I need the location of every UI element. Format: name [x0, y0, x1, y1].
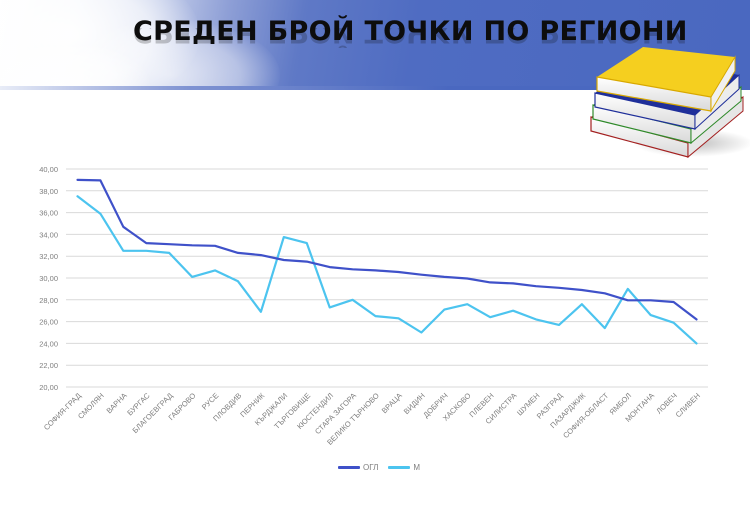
- y-tick-label: 34,00: [39, 230, 58, 239]
- series-line-m: [76, 195, 698, 345]
- banner-edge: [0, 86, 750, 90]
- y-tick-label: 28,00: [39, 296, 58, 305]
- legend-label: М: [413, 463, 421, 472]
- y-tick-label: 40,00: [39, 165, 58, 174]
- legend-item-ogl: ОГЛ: [338, 463, 378, 472]
- stack-of-books-icon: [590, 47, 750, 159]
- line-chart: 20,00 22,00 24,00 26,00 28,00 30,00 32,00 34,00…: [39, 165, 708, 447]
- x-tick-label: СЛИВЕН: [674, 391, 702, 419]
- y-tick-label: 32,00: [39, 252, 58, 261]
- header-banner: СРЕДЕН БРОЙ ТОЧКИ ПО РЕГИОНИ СРЕДЕН БРОЙ…: [0, 0, 750, 90]
- legend-swatch: [388, 466, 411, 469]
- y-tick-label: 38,00: [39, 187, 58, 196]
- legend-label: ОГЛ: [363, 463, 379, 472]
- y-tick-label: 24,00: [39, 339, 58, 348]
- x-tick-label: ВРАЦА: [380, 391, 404, 415]
- legend-item-m: М: [388, 463, 420, 472]
- chart-legend: ОГЛ М: [338, 463, 430, 472]
- y-tick-label: 36,00: [39, 209, 58, 218]
- y-tick-label: 22,00: [39, 361, 58, 370]
- page-title: СРЕДЕН БРОЙ ТОЧКИ ПО РЕГИОНИ: [133, 16, 688, 47]
- x-tick-label: СОФИЯ-ГРАД: [42, 391, 83, 432]
- series-line-ogl: [76, 178, 698, 321]
- legend-swatch: [338, 466, 360, 469]
- x-tick-label: РУСЕ: [200, 391, 221, 412]
- y-tick-label: 30,00: [39, 274, 58, 283]
- y-tick-label: 20,00: [39, 383, 58, 392]
- y-tick-label: 26,00: [39, 318, 58, 327]
